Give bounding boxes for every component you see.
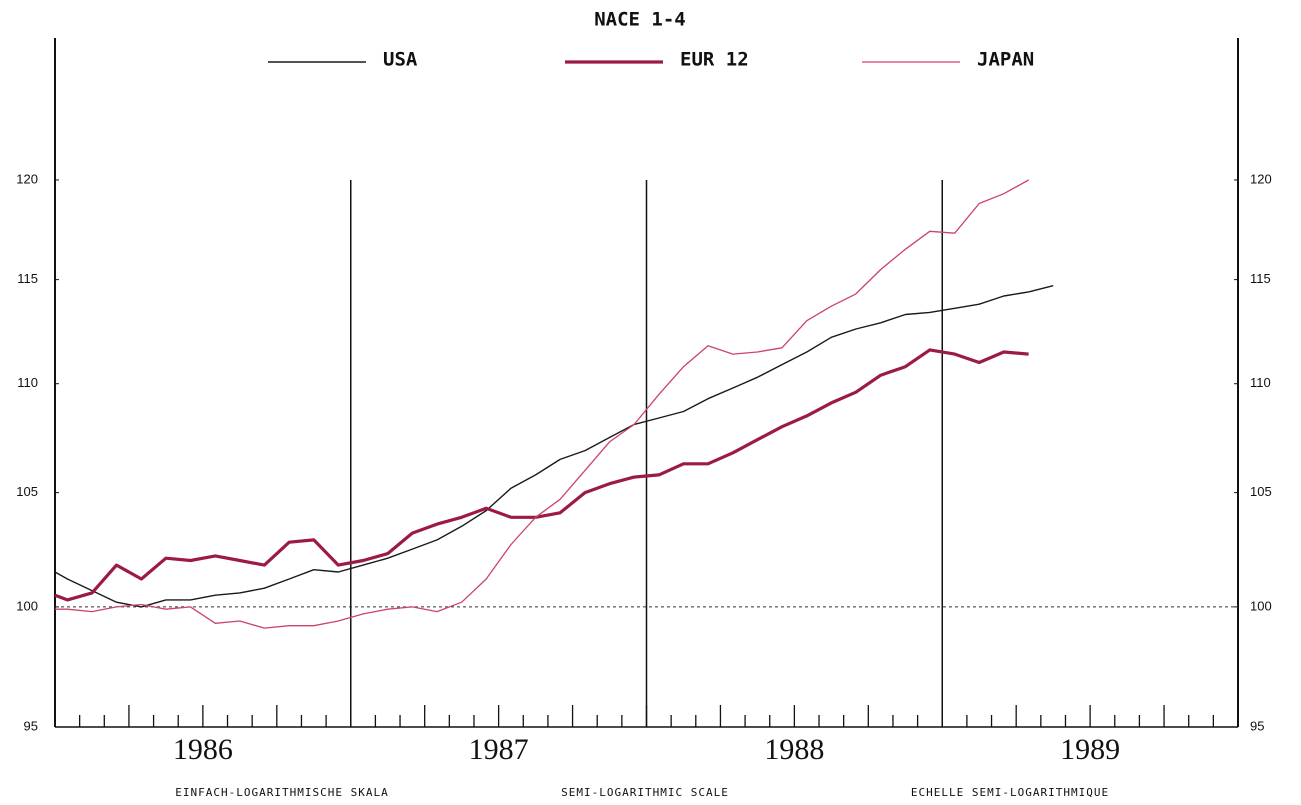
legend-label: USA: [383, 49, 418, 71]
y-tick-label: 120: [16, 171, 38, 186]
y-tick-label-right: 95: [1250, 718, 1264, 733]
y-tick-label-right: 110: [1250, 375, 1271, 390]
legend-label: EUR 12: [680, 49, 749, 71]
y-tick-label: 100: [16, 598, 38, 613]
footer-label: SEMI-LOGARITHMIC SCALE: [561, 786, 729, 799]
x-tick-label: 1989: [1060, 733, 1120, 766]
y-tick-label-right: 115: [1250, 271, 1271, 286]
y-tick-label: 110: [17, 375, 38, 390]
y-tick-label: 115: [17, 271, 38, 286]
x-tick-label: 1988: [764, 733, 824, 766]
footer-label: EINFACH-LOGARITHMISCHE SKALA: [175, 786, 388, 799]
y-tick-label-right: 105: [1250, 484, 1272, 499]
series-line: [55, 179, 1029, 629]
y-tick-label: 105: [16, 484, 38, 499]
chart-title: NACE 1-4: [594, 9, 686, 31]
y-tick-label-right: 120: [1250, 171, 1272, 186]
y-tick-label-right: 100: [1250, 598, 1272, 613]
footer-label: ECHELLE SEMI-LOGARITHMIQUE: [911, 786, 1109, 799]
series-line: [54, 348, 1029, 602]
x-tick-label: 1986: [173, 733, 233, 766]
legend-label: JAPAN: [977, 49, 1034, 71]
y-tick-label: 95: [24, 718, 38, 733]
series-line: [54, 285, 1054, 608]
x-tick-label: 1987: [469, 733, 529, 766]
